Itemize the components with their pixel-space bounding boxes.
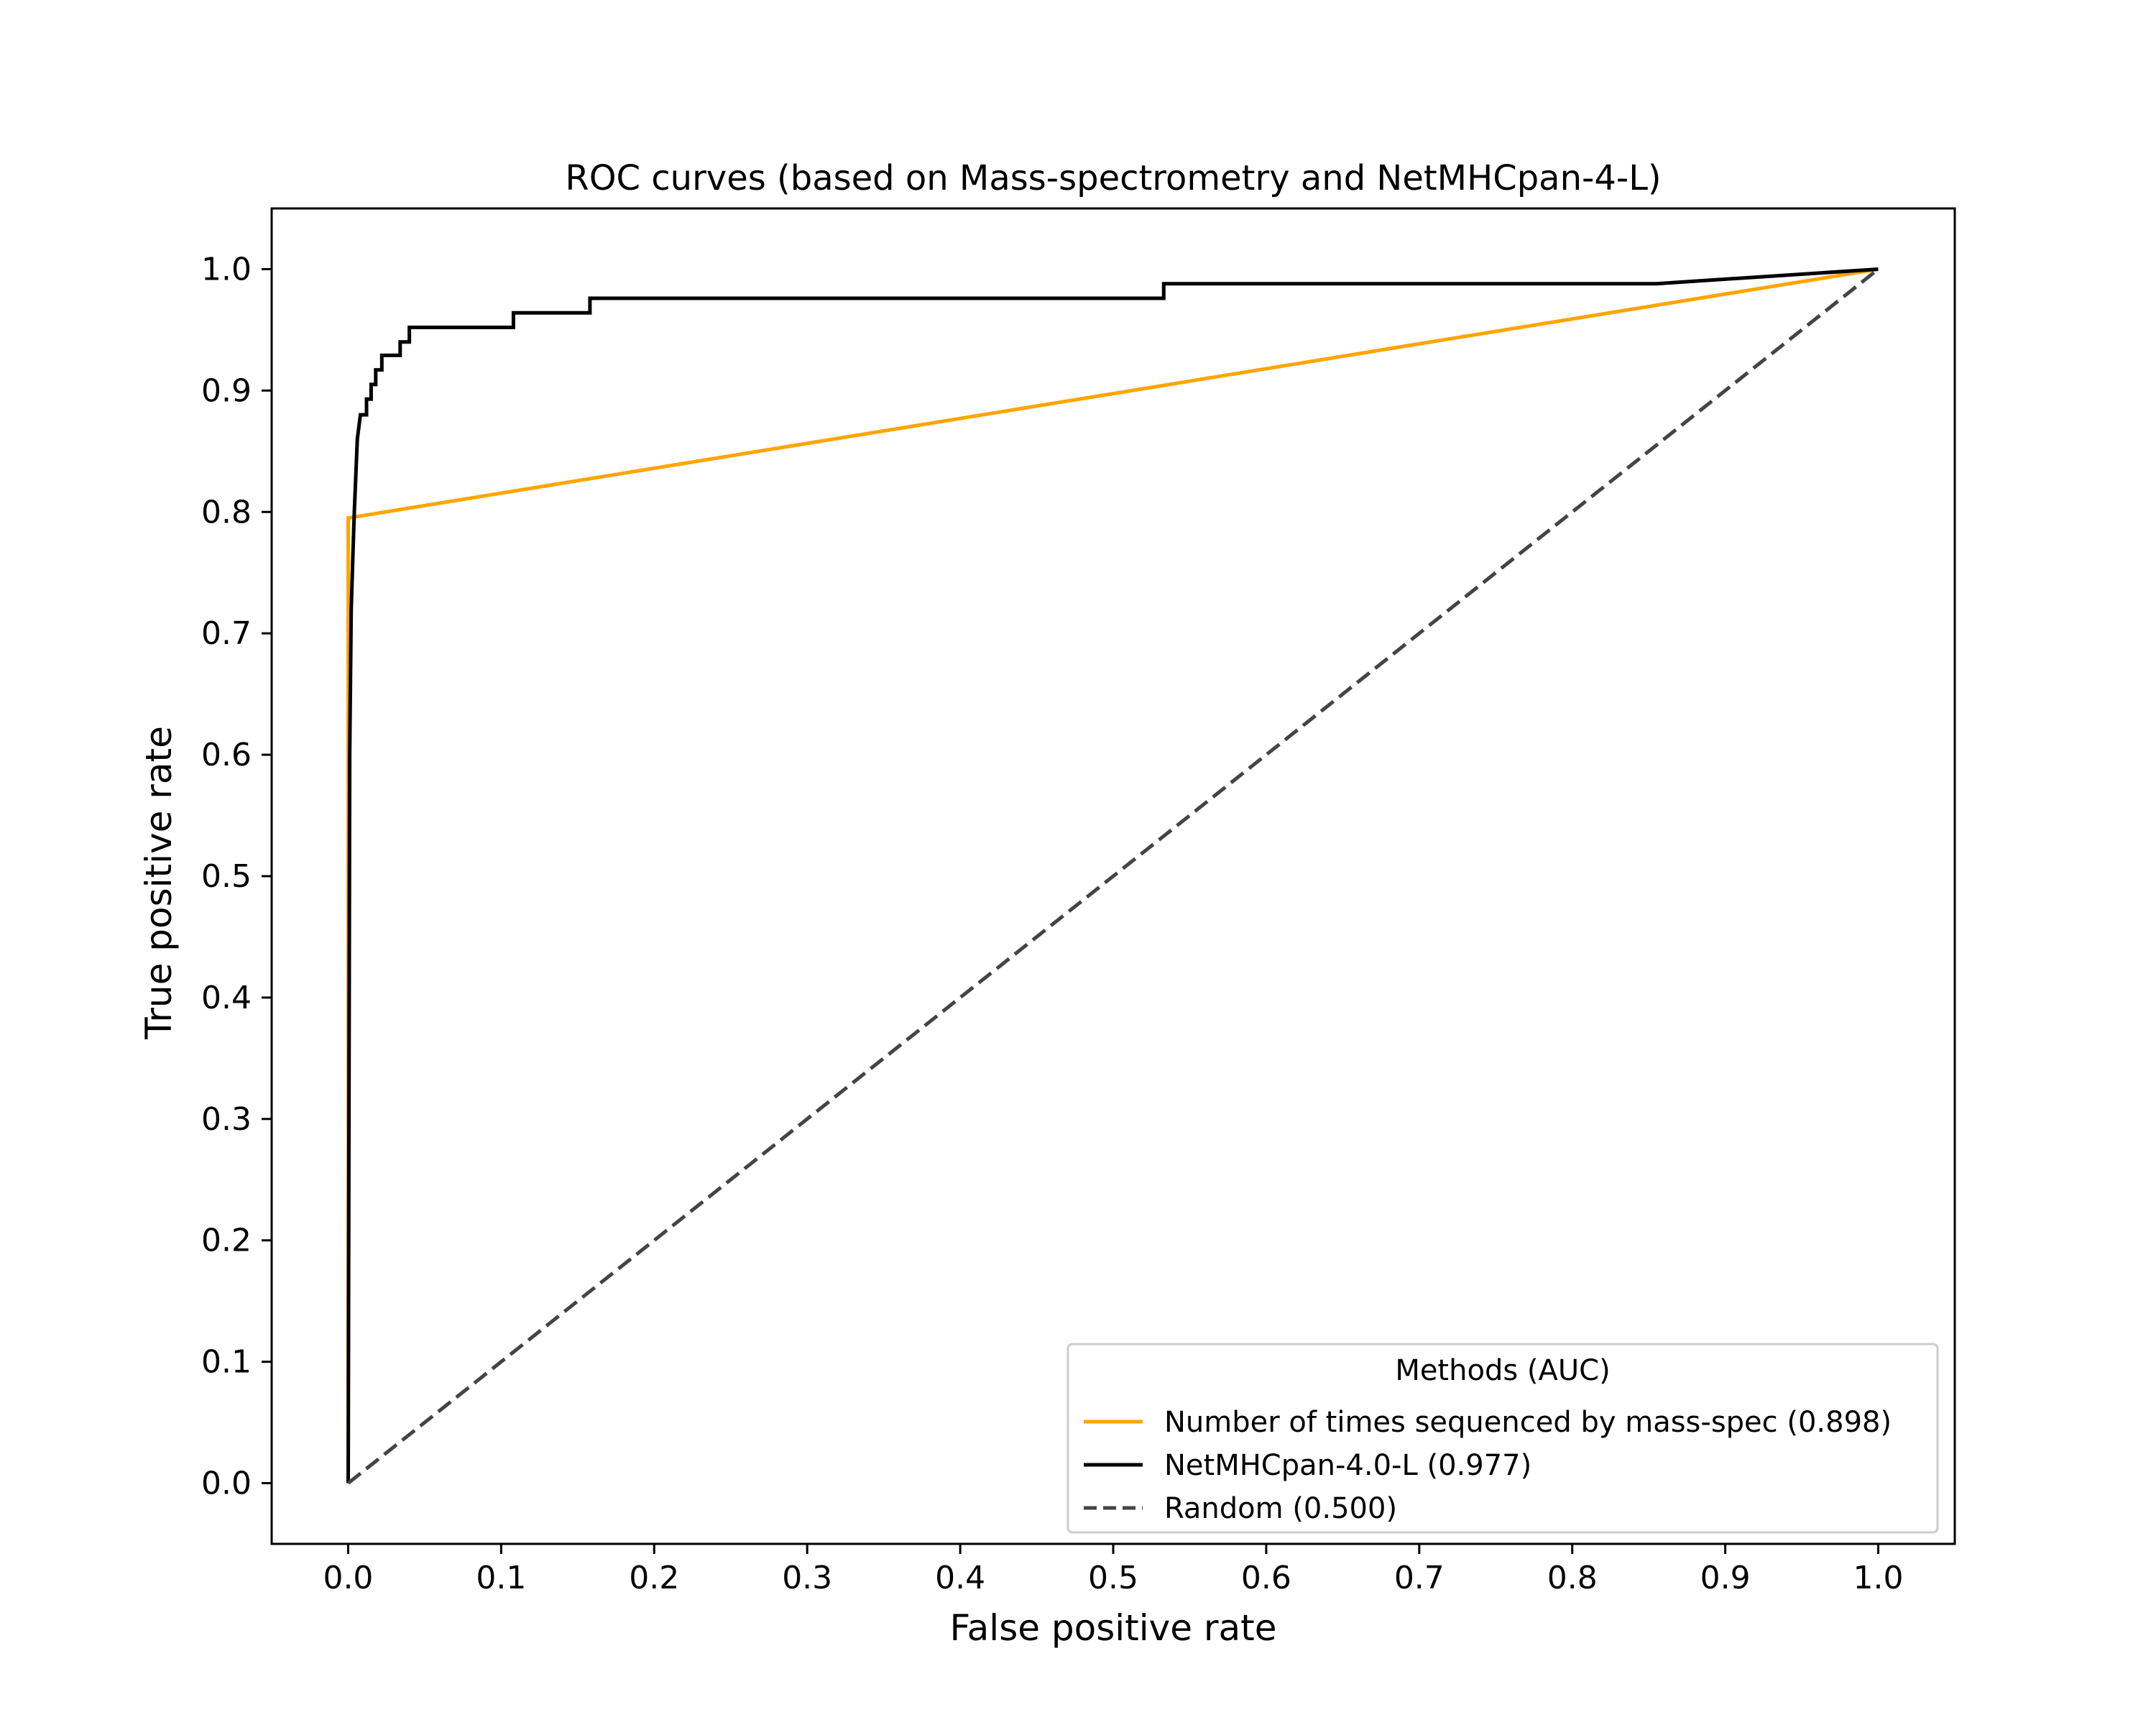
x-tick-label: 0.4 [935,1560,985,1596]
legend-label-2: NetMHCpan-4.0-L (0.977) [1164,1449,1531,1482]
legend-label-1: Number of times sequenced by mass-spec (… [1164,1406,1892,1439]
x-tick-label: 0.3 [782,1560,832,1596]
plot-layer [346,267,1880,1485]
x-tick-label: 0.5 [1088,1560,1138,1596]
series-line-3 [346,267,1880,1485]
y-tick-label: 0.1 [201,1344,252,1381]
y-tick-label: 0.6 [201,737,252,773]
x-tick-label: 0.7 [1394,1560,1445,1596]
y-tick-label: 0.8 [201,494,252,530]
y-tick-label: 0.4 [201,980,252,1016]
series-line-2 [346,267,1879,1484]
legend-frame [1067,1343,1939,1534]
x-tick-label: 0.2 [629,1560,679,1596]
y-tick-label: 0.7 [201,615,252,652]
legend: Methods (AUC) Number of times sequenced … [1067,1343,1939,1534]
axes-layer: 0.0 0.1 0.2 0.3 0.4 0.5 0.6 0.7 0.8 0.9 1.0 0.0 0.1 0… [201,207,1956,1596]
chart-title: ROC curves (based on Mass-spectrometry a… [565,158,1661,198]
y-tick-label: 0.2 [201,1223,252,1259]
x-tick-label: 0.9 [1700,1560,1751,1596]
legend-label-3: Random (0.500) [1164,1492,1397,1525]
y-tick-label: 0.3 [201,1101,252,1138]
x-tick-label: 1.0 [1853,1560,1904,1596]
x-axis-label: False positive rate [950,1607,1277,1649]
y-tick-label: 0.9 [201,372,252,409]
x-tick-label: 0.6 [1241,1560,1291,1596]
x-tick-label: 0.8 [1547,1560,1598,1596]
x-tick-label: 0.0 [323,1560,373,1596]
x-tick-label: 0.1 [476,1560,526,1596]
legend-title: Methods (AUC) [1395,1354,1610,1387]
y-axis-label: True positive rate [138,726,180,1040]
y-tick-label: 0.5 [201,858,252,895]
legend-entries: Number of times sequenced by mass-spec (… [1084,1406,1892,1525]
y-tick-label: 1.0 [201,251,252,288]
y-tick-label: 0.0 [201,1466,252,1502]
